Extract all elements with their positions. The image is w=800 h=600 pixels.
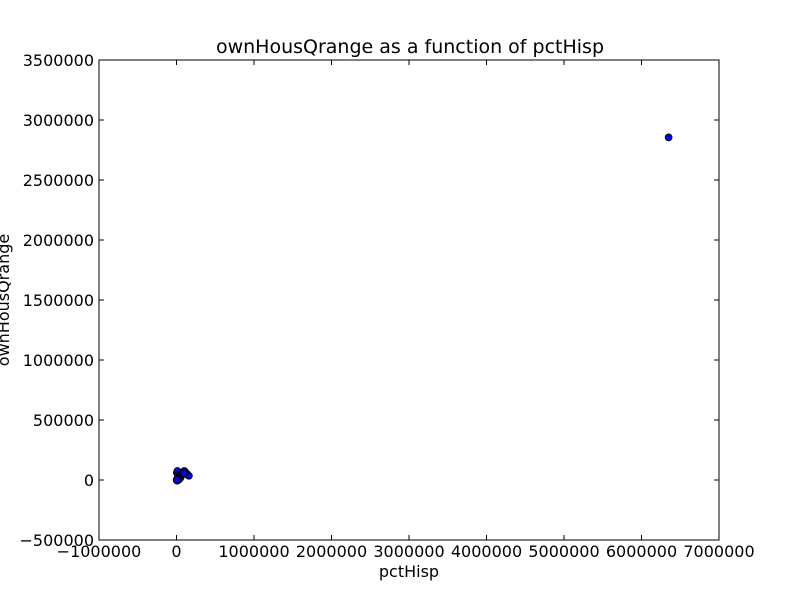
y-tick-label: 3000000	[23, 111, 94, 130]
data-point	[180, 469, 188, 477]
data-point	[664, 133, 673, 142]
x-tick-label: 1000000	[218, 542, 289, 561]
x-tick-label: −1000000	[57, 542, 142, 561]
x-axis-title: pctHisp	[379, 562, 439, 581]
y-tick-label: 1000000	[23, 351, 94, 370]
y-tick-label: 2500000	[23, 171, 94, 190]
x-tick-label: 2000000	[296, 542, 367, 561]
y-tick-label: 2000000	[23, 231, 94, 250]
y-axis-title: ownHousQrange	[0, 234, 13, 366]
x-tick-label: 0	[171, 542, 181, 561]
y-tick-label: 0	[84, 471, 94, 490]
y-tick-label: 500000	[33, 411, 94, 430]
plot-area	[172, 133, 673, 485]
x-tick-label: 4000000	[451, 542, 522, 561]
y-axis: −500000 0 500000 1000000 1500000 2000000 25000…	[20, 51, 719, 550]
x-tick-label: 7000000	[683, 542, 754, 561]
plot-frame	[98, 59, 720, 541]
chart-title: ownHousQrange as a function of pctHisp	[216, 36, 604, 58]
x-tick-label: 3000000	[373, 542, 444, 561]
y-tick-label: 1500000	[23, 291, 94, 310]
y-tick-label: −500000	[20, 531, 94, 550]
x-tick-label: 6000000	[606, 542, 677, 561]
x-axis: −1000000 0 1000000 2000000 3000000 4000000 500…	[57, 60, 755, 561]
y-tick-label: 3500000	[23, 51, 94, 70]
x-tick-label: 5000000	[528, 542, 599, 561]
data-point	[172, 475, 181, 484]
